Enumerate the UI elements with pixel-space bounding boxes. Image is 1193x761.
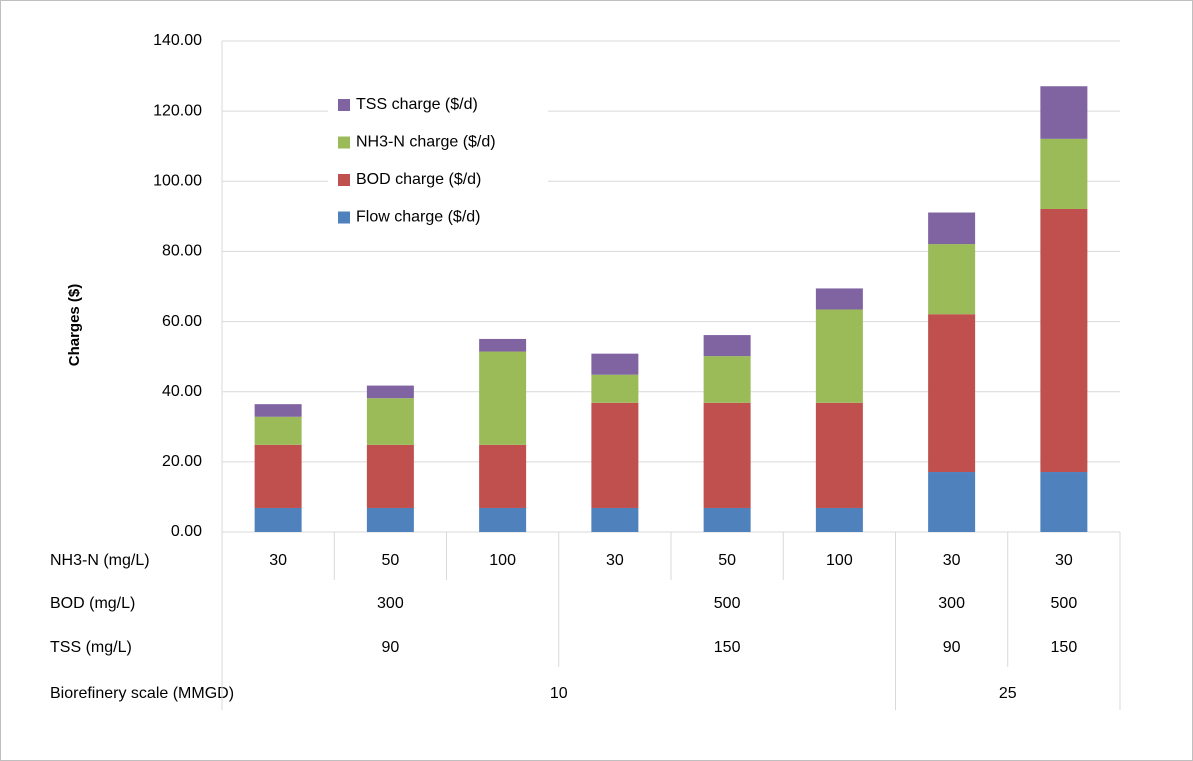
legend-label: TSS charge ($/d): [356, 96, 478, 113]
bar-segment: [815, 402, 863, 508]
legend-label: Flow charge ($/d): [356, 209, 481, 226]
bar-segment: [815, 288, 863, 310]
bar-segment: [928, 244, 976, 315]
x-group-label: 500: [1051, 595, 1078, 612]
legend-swatch: [338, 174, 350, 186]
category-level-name: Biorefinery scale (MMGD): [50, 685, 234, 702]
bar-segment: [254, 416, 302, 445]
x-group-label: 500: [714, 595, 741, 612]
x-group-label: 150: [714, 639, 741, 656]
bar-segment: [254, 404, 302, 417]
x-group-label: 300: [377, 595, 404, 612]
legend-box: [328, 88, 548, 234]
x-group-label: 25: [999, 685, 1017, 702]
bar-segment: [703, 507, 751, 532]
bar-segment: [703, 335, 751, 357]
bar-segment: [928, 314, 976, 473]
bar-segment: [479, 351, 527, 445]
bar-segment: [928, 472, 976, 532]
x-group-label: 300: [938, 595, 965, 612]
bar-segment: [366, 385, 414, 399]
x-tick-label: 50: [718, 552, 736, 569]
x-group-label: 10: [550, 685, 568, 702]
x-tick-label: 30: [1055, 552, 1073, 569]
x-tick-label: 30: [606, 552, 624, 569]
bar-segment: [591, 402, 639, 508]
bar-segment: [1040, 208, 1088, 473]
bar-segment: [815, 507, 863, 532]
bar-segment: [479, 507, 527, 532]
x-tick-label: 50: [381, 552, 399, 569]
bar-segment: [366, 398, 414, 445]
legend-label: BOD charge ($/d): [356, 171, 481, 188]
bar-segment: [1040, 86, 1088, 139]
bar-segment: [366, 507, 414, 532]
bar-segment: [366, 444, 414, 508]
bar-segment: [1040, 138, 1088, 209]
bar-segment: [1040, 472, 1088, 532]
bar-segment: [815, 309, 863, 403]
y-tick-label: 80.00: [162, 243, 202, 260]
category-level-name: TSS (mg/L): [50, 639, 132, 656]
bar-segment: [703, 402, 751, 508]
bar-segment: [254, 444, 302, 508]
legend-swatch: [338, 99, 350, 111]
legend-swatch: [338, 136, 350, 149]
bar-segment: [591, 507, 639, 532]
bar-segment: [254, 507, 302, 532]
x-tick-label: 100: [826, 552, 853, 569]
y-tick-label: 140.00: [153, 32, 202, 49]
bar-segment: [928, 212, 976, 245]
y-tick-label: 100.00: [153, 173, 202, 190]
x-tick-label: 30: [269, 552, 287, 569]
x-tick-label: 30: [943, 552, 961, 569]
y-tick-label: 0.00: [171, 523, 202, 540]
x-group-label: 150: [1051, 639, 1078, 656]
bar-segment: [479, 338, 527, 352]
bar-segment: [479, 444, 527, 508]
bar-segment: [591, 353, 639, 375]
bar-segment: [703, 356, 751, 403]
category-level-name: NH3-N (mg/L): [50, 552, 150, 569]
category-level-name: BOD (mg/L): [50, 595, 135, 612]
y-tick-label: 120.00: [153, 102, 202, 119]
x-group-label: 90: [943, 639, 961, 656]
y-tick-label: 20.00: [162, 453, 202, 470]
y-tick-label: 40.00: [162, 383, 202, 400]
legend-label: NH3-N charge ($/d): [356, 134, 496, 151]
y-axis-title: Charges ($): [66, 284, 83, 367]
bar-segment: [591, 374, 639, 403]
y-tick-label: 60.00: [162, 313, 202, 330]
legend-swatch: [338, 211, 350, 224]
x-group-label: 90: [381, 639, 399, 656]
x-tick-label: 100: [489, 552, 516, 569]
